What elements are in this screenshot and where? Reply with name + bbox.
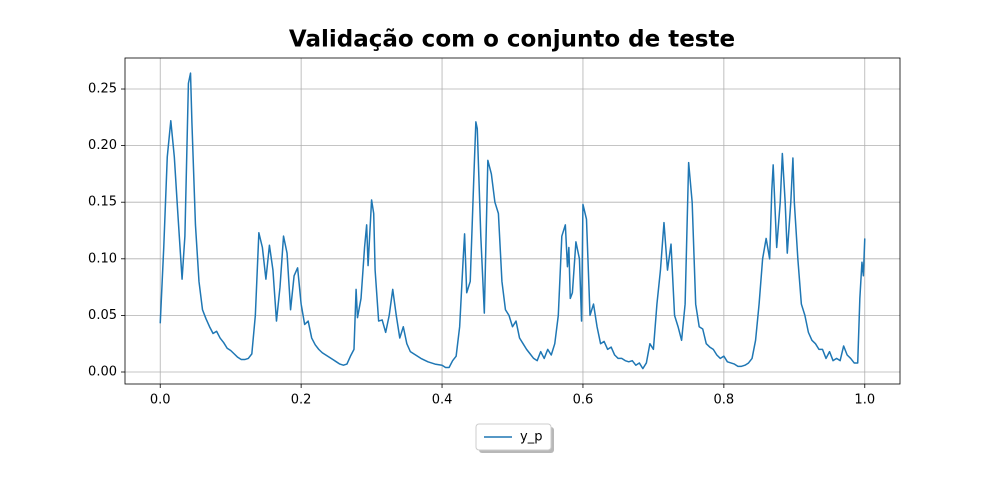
y-tick-label: 0.25 <box>88 82 117 97</box>
y-tick-label: 0.05 <box>88 308 117 323</box>
y-tick-label: 0.20 <box>88 138 117 153</box>
x-tick-label: 0.2 <box>291 393 312 408</box>
x-tick-label: 0.6 <box>573 393 594 408</box>
legend-label: y_p <box>520 430 542 445</box>
x-tick-label: 0.8 <box>714 393 735 408</box>
x-tick-label: 0.0 <box>150 393 171 408</box>
y-tick-label: 0.15 <box>88 195 117 210</box>
x-tick-label: 1.0 <box>854 393 875 408</box>
plot-frame <box>124 57 901 385</box>
data-line <box>159 72 866 370</box>
x-tick-label: 0.4 <box>432 393 453 408</box>
legend-box <box>475 423 552 451</box>
y-tick-label: 0.00 <box>88 365 117 380</box>
chart-title: Validação com o conjunto de teste <box>289 27 735 53</box>
y-tick-label: 0.10 <box>88 251 117 266</box>
